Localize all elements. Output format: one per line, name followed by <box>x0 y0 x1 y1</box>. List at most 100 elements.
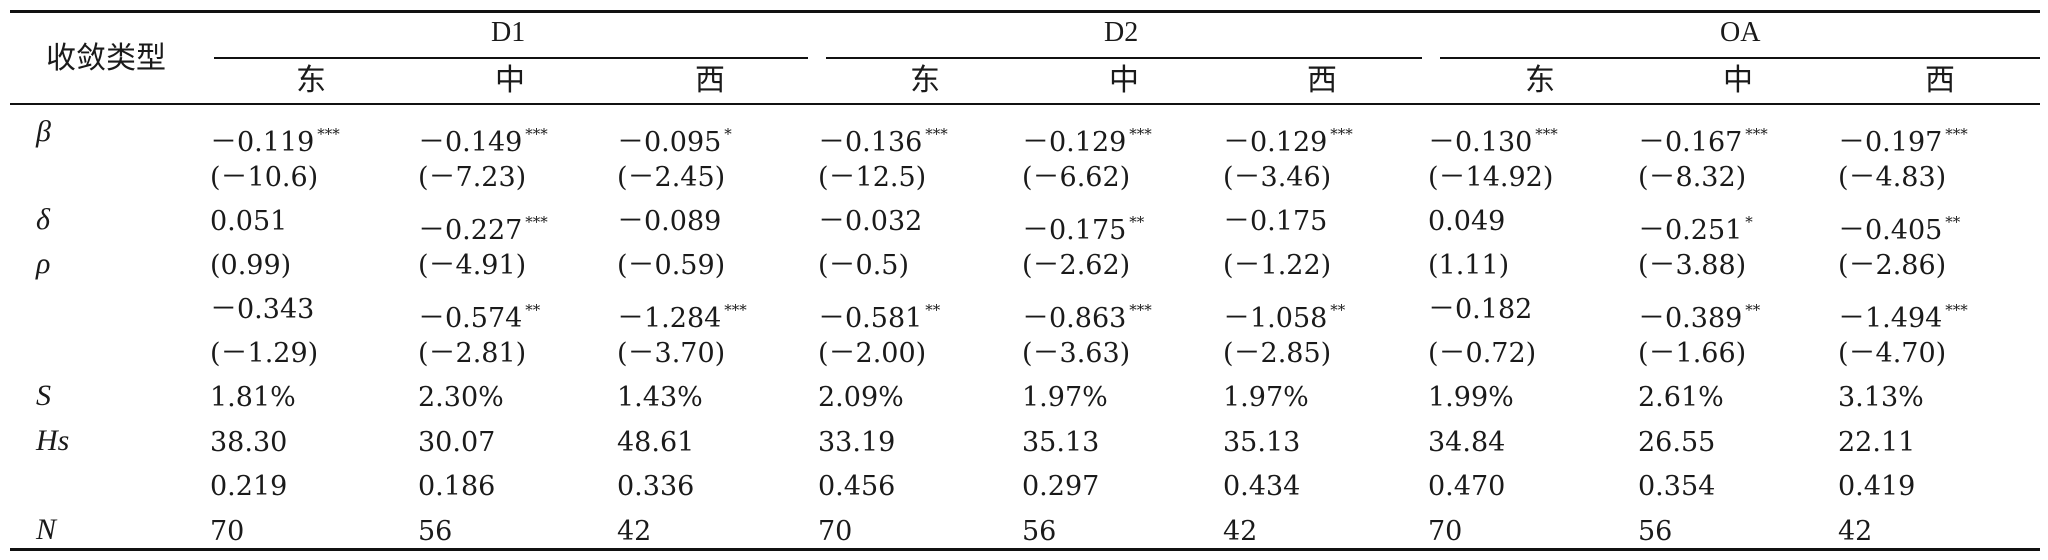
group-rule-d1 <box>214 57 808 59</box>
cell-value: (－4.70) <box>1838 338 1947 369</box>
bottom-rule <box>10 548 2040 551</box>
table-cell: －0.129 *** <box>1022 118 1152 159</box>
cell-value: 0.051 <box>210 206 288 237</box>
table-cell: 22.11 <box>1838 427 1915 459</box>
cell-value: 2.61% <box>1638 382 1724 413</box>
table-cell: 1.97% <box>1223 382 1309 414</box>
table-cell: －0.389 ** <box>1638 294 1760 335</box>
significance-stars: *** <box>525 125 548 143</box>
cell-value: 38.30 <box>210 427 288 458</box>
significance-stars: ** <box>1330 301 1346 319</box>
cell-value: 0.470 <box>1428 471 1506 502</box>
table-cell: (－2.45) <box>617 162 725 194</box>
table-cell: (－4.91) <box>418 250 526 282</box>
table-cell: 3.13% <box>1838 382 1924 414</box>
region-header: 东 <box>910 63 940 98</box>
cell-value: 70 <box>818 516 853 547</box>
table-cell: (0.99) <box>210 250 291 282</box>
significance-stars: *** <box>525 213 548 231</box>
cell-value: －0.130 <box>1428 127 1533 158</box>
cell-value: －0.343 <box>210 294 315 325</box>
table-cell: 42 <box>617 516 651 548</box>
table-cell: 70 <box>210 516 244 548</box>
table-cell: (－4.83) <box>1838 162 1946 194</box>
table-cell: －0.119 *** <box>210 118 340 159</box>
row-label: β <box>36 115 51 148</box>
cell-value: 0.336 <box>617 471 695 502</box>
table-cell: 56 <box>1022 516 1056 548</box>
significance-stars: *** <box>317 125 340 143</box>
significance-stars: *** <box>724 301 747 319</box>
cell-value: (－2.45) <box>617 162 726 193</box>
table-cell: (－2.81) <box>418 338 526 370</box>
table-cell: －0.089 <box>617 206 721 238</box>
group-header-d1: D1 <box>491 17 526 48</box>
cell-value: (1.11) <box>1428 250 1510 281</box>
table-cell: －1.284 *** <box>617 294 747 335</box>
cell-value: 56 <box>1638 516 1673 547</box>
region-header: 中 <box>495 63 525 98</box>
table-cell: －0.581 ** <box>818 294 940 335</box>
table-cell: －0.032 <box>818 206 922 238</box>
table-cell: 42 <box>1838 516 1872 548</box>
cell-value: (－1.29) <box>210 338 319 369</box>
region-header: 中 <box>1109 63 1139 98</box>
table-cell: (－2.85) <box>1223 338 1331 370</box>
significance-stars: *** <box>1129 301 1152 319</box>
cell-value: (－2.62) <box>1022 250 1131 281</box>
table-cell: －0.175 <box>1223 206 1327 238</box>
table-cell: 26.55 <box>1638 427 1715 459</box>
table-cell: 1.97% <box>1022 382 1108 414</box>
cell-value: (－6.62) <box>1022 162 1131 193</box>
cell-value: 26.55 <box>1638 427 1716 458</box>
significance-stars: ** <box>1945 213 1961 231</box>
row-label: ρ <box>36 247 51 280</box>
significance-stars: *** <box>925 125 948 143</box>
cell-value: (－1.66) <box>1638 338 1747 369</box>
region-header: 东 <box>1525 63 1555 98</box>
table-cell: (－14.92) <box>1428 162 1553 194</box>
cell-value: －0.197 <box>1838 127 1943 158</box>
table-cell: 0.456 <box>818 471 895 503</box>
cell-value: (－2.81) <box>418 338 527 369</box>
cell-value: 34.84 <box>1428 427 1506 458</box>
cell-value: (－1.22) <box>1223 250 1332 281</box>
cell-value: －0.175 <box>1022 215 1127 246</box>
table-cell: 56 <box>418 516 452 548</box>
cell-value: (－0.5) <box>818 250 910 281</box>
table-cell: (－3.63) <box>1022 338 1130 370</box>
cell-value: －0.175 <box>1223 206 1328 237</box>
cell-value: (－3.88) <box>1638 250 1747 281</box>
table-cell: (－1.29) <box>210 338 318 370</box>
cell-value: (－7.23) <box>418 162 527 193</box>
table-cell: (－4.70) <box>1838 338 1946 370</box>
table-cell: 0.354 <box>1638 471 1715 503</box>
table-cell: 35.13 <box>1022 427 1099 459</box>
cell-value: (0.99) <box>210 250 292 281</box>
table-cell: 0.049 <box>1428 206 1505 238</box>
significance-stars: ** <box>1129 213 1145 231</box>
cell-value: －0.581 <box>818 303 923 334</box>
cell-value: －0.089 <box>617 206 722 237</box>
cell-value: 0.456 <box>818 471 896 502</box>
top-rule <box>10 10 2040 13</box>
cell-value: (－4.91) <box>418 250 527 281</box>
table-cell: 33.19 <box>818 427 895 459</box>
table-cell: －0.182 <box>1428 294 1532 326</box>
table-cell: (－3.70) <box>617 338 725 370</box>
cell-value: －0.182 <box>1428 294 1533 325</box>
cell-value: －0.574 <box>418 303 523 334</box>
table-cell: －0.149 *** <box>418 118 548 159</box>
cell-value: (－2.85) <box>1223 338 1332 369</box>
table-cell: (1.11) <box>1428 250 1509 282</box>
table-cell: 2.09% <box>818 382 904 414</box>
table-cell: (－12.5) <box>818 162 926 194</box>
table-cell: 0.186 <box>418 471 495 503</box>
table-cell: －0.405 ** <box>1838 206 1960 247</box>
table-cell: 1.99% <box>1428 382 1514 414</box>
table-cell: 0.051 <box>210 206 287 238</box>
cell-value: 1.43% <box>617 382 703 413</box>
significance-stars: *** <box>1945 301 1968 319</box>
cell-value: 22.11 <box>1838 427 1916 458</box>
table-cell: 30.07 <box>418 427 495 459</box>
